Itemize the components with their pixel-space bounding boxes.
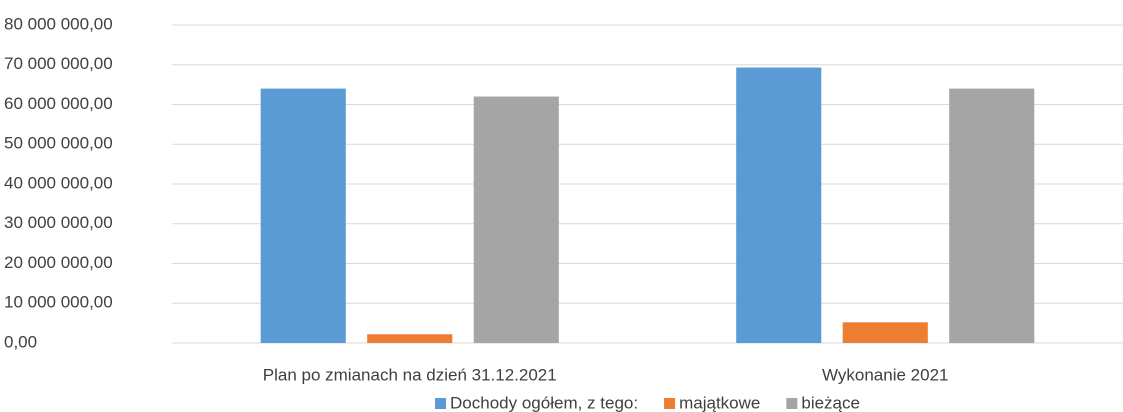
legend-swatch <box>786 398 798 409</box>
legend-swatch <box>435 398 447 409</box>
y-tick-label: 50 000 000,00 <box>4 134 113 153</box>
legend-swatch <box>664 398 676 409</box>
x-tick-label: Plan po zmianach na dzień 31.12.2021 <box>263 365 557 384</box>
y-tick-label: 60 000 000,00 <box>4 94 113 113</box>
y-tick-label: 80 000 000,00 <box>4 14 113 33</box>
legend-label: majątkowe <box>679 393 760 412</box>
bar <box>842 322 928 343</box>
y-tick-label: 20 000 000,00 <box>4 253 113 272</box>
y-tick-label: 30 000 000,00 <box>4 213 113 232</box>
bar <box>736 67 822 343</box>
bar <box>367 334 453 343</box>
y-tick-label: 40 000 000,00 <box>4 173 113 192</box>
legend-label: Dochody ogółem, z tego: <box>450 393 638 412</box>
y-tick-label: 10 000 000,00 <box>4 293 113 312</box>
y-tick-label: 70 000 000,00 <box>4 54 113 73</box>
bar <box>260 88 346 343</box>
bar <box>949 88 1035 343</box>
legend-label: bieżące <box>801 393 860 412</box>
x-tick-label: Wykonanie 2021 <box>822 365 949 384</box>
bar <box>473 96 559 343</box>
y-tick-label: 0,00 <box>4 332 37 351</box>
